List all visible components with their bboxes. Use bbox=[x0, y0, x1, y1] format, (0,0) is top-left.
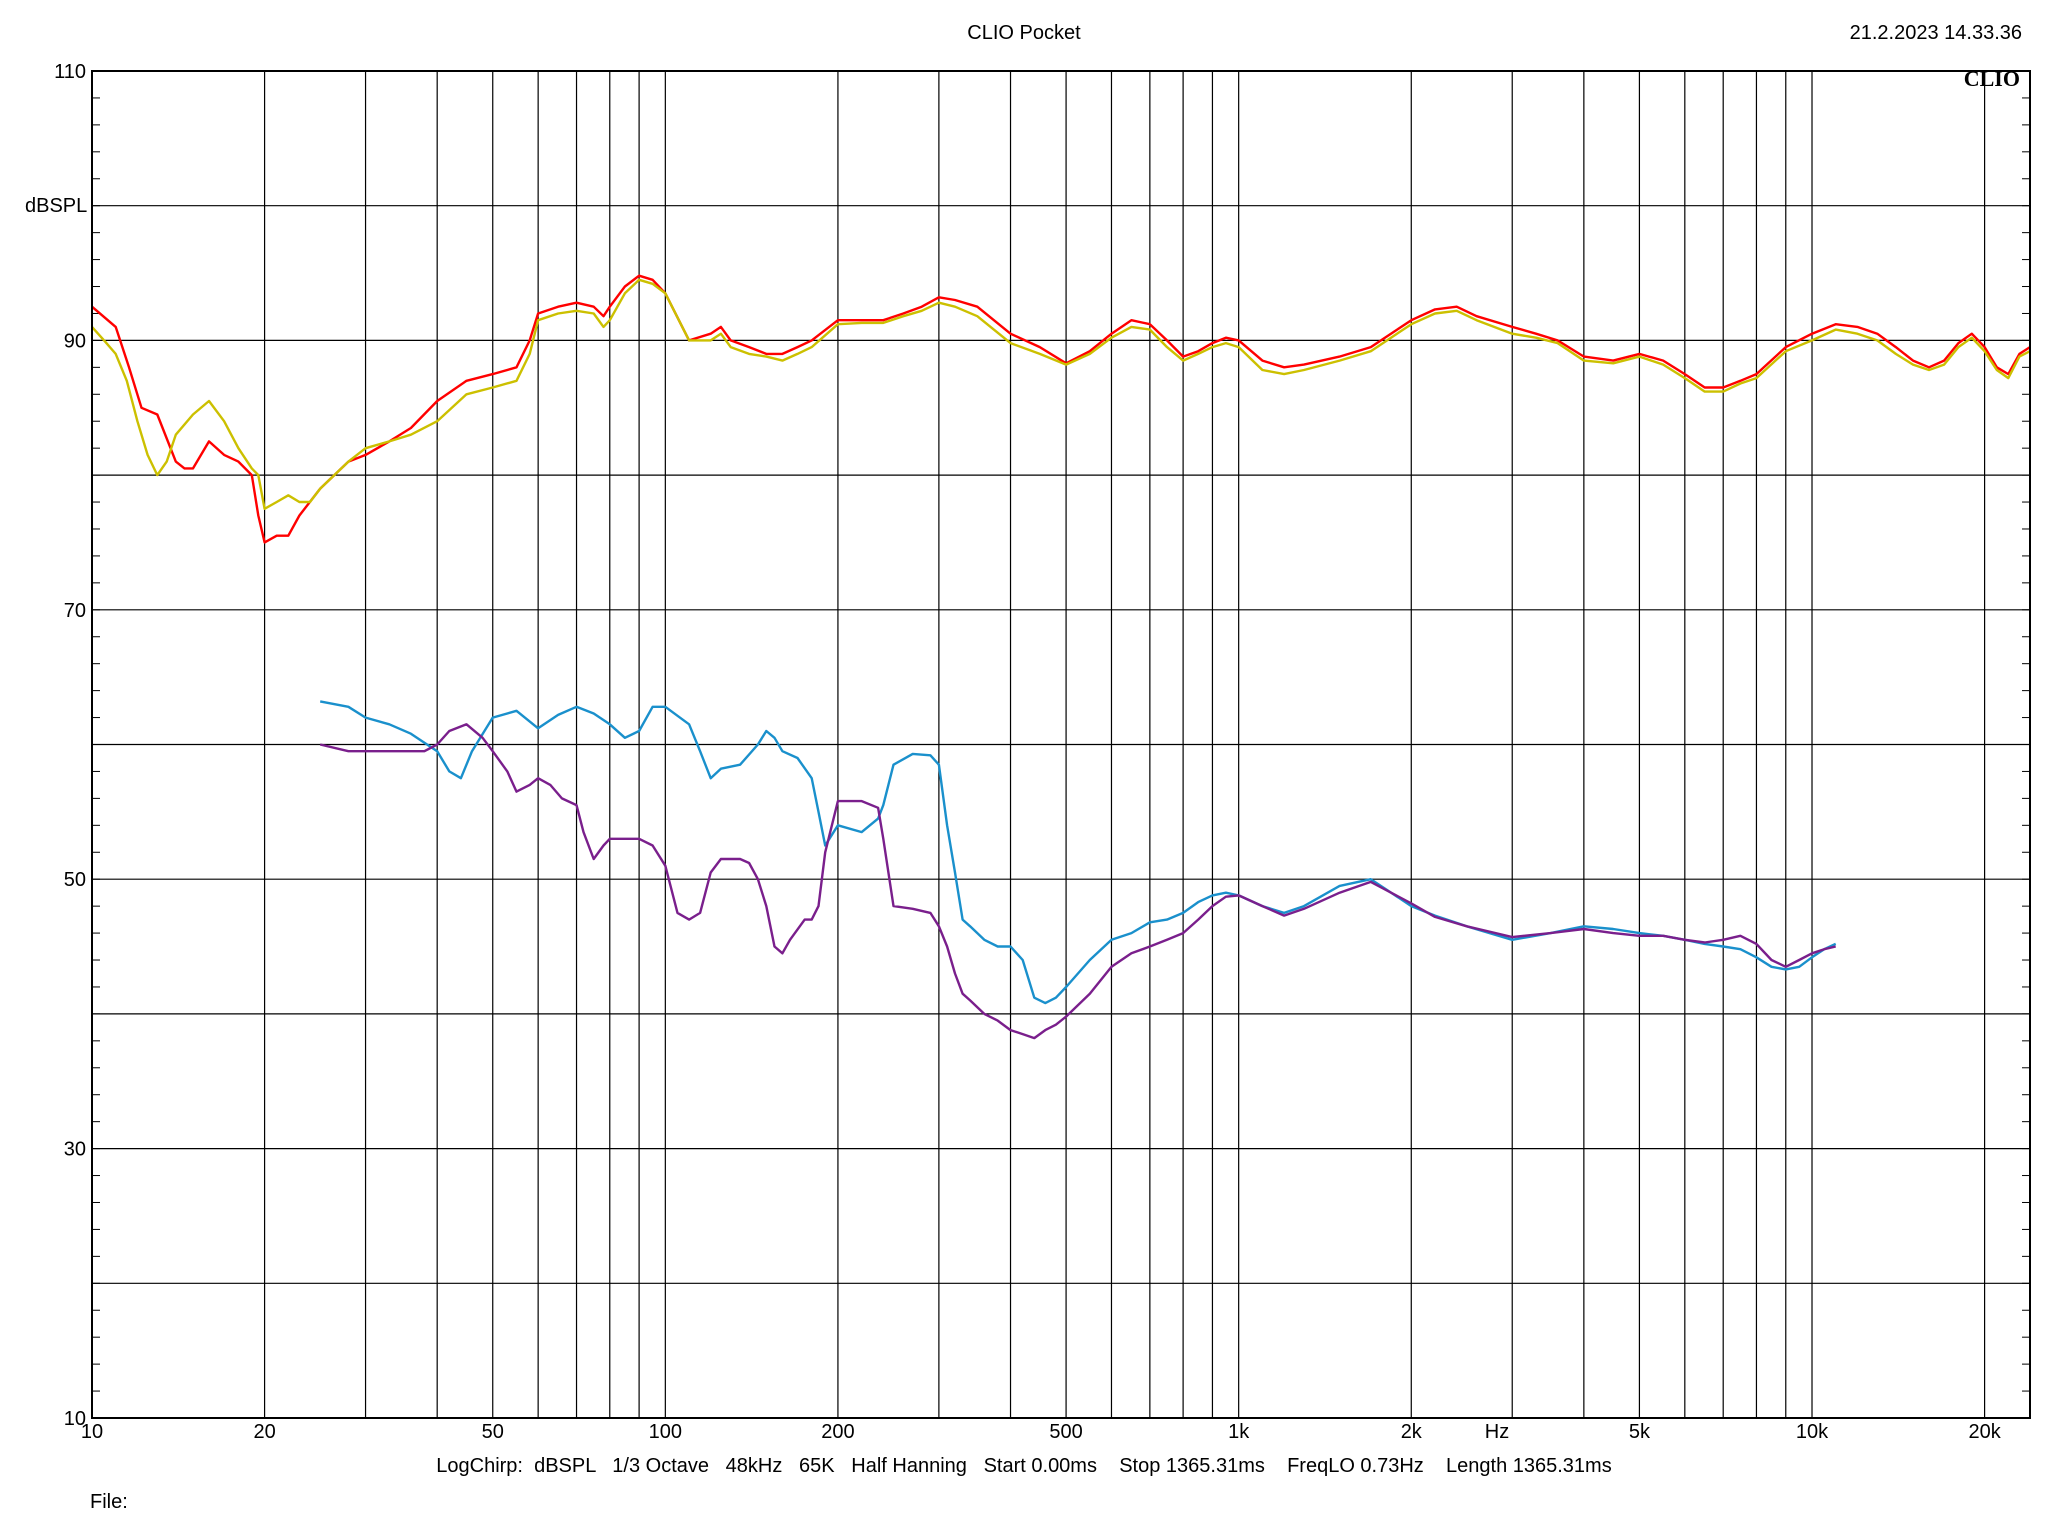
timestamp: 21.2.2023 14.33.36 bbox=[1849, 22, 2022, 44]
x-tick-label: 10k bbox=[1796, 1421, 1829, 1443]
clio-logo: CLIO bbox=[1964, 66, 2020, 91]
y-tick-label: 30 bbox=[64, 1139, 86, 1161]
series-line-1 bbox=[91, 274, 2031, 544]
series-layer bbox=[91, 274, 2031, 1040]
plot-frame bbox=[91, 70, 2031, 1419]
x-tick-label: 1k bbox=[1228, 1421, 1250, 1443]
file-label: File: bbox=[90, 1491, 128, 1513]
x-tick-label: 50 bbox=[482, 1421, 504, 1443]
x-tick-label: 200 bbox=[821, 1421, 854, 1443]
x-tick-label: 10 bbox=[81, 1421, 103, 1443]
x-tick-label: 100 bbox=[649, 1421, 682, 1443]
grid bbox=[92, 70, 2030, 1419]
series-line-4 bbox=[319, 723, 1836, 1040]
x-tick-label: 500 bbox=[1049, 1421, 1082, 1443]
chart-title: CLIO Pocket bbox=[967, 22, 1081, 44]
x-tick-label: 20 bbox=[253, 1421, 275, 1443]
y-tick-label: 10 bbox=[64, 1408, 86, 1430]
series-line-2 bbox=[91, 278, 2031, 510]
measurement-settings: LogChirp: dBSPL 1/3 Octave 48kHz 65K Hal… bbox=[436, 1455, 1612, 1477]
y-axis-label: dBSPL bbox=[25, 195, 87, 217]
x-tick-label: 20k bbox=[1968, 1421, 2001, 1443]
x-tick-label: 5k bbox=[1629, 1421, 1651, 1443]
x-tick-label: 2k bbox=[1401, 1421, 1423, 1443]
x-axis-label: Hz bbox=[1485, 1421, 1509, 1443]
y-tick-label: 90 bbox=[64, 330, 86, 352]
y-tick-label: 70 bbox=[64, 600, 86, 622]
series-line-3 bbox=[319, 700, 1837, 1005]
y-tick-label: 110 bbox=[54, 61, 86, 83]
y-tick-label: 50 bbox=[64, 869, 86, 891]
